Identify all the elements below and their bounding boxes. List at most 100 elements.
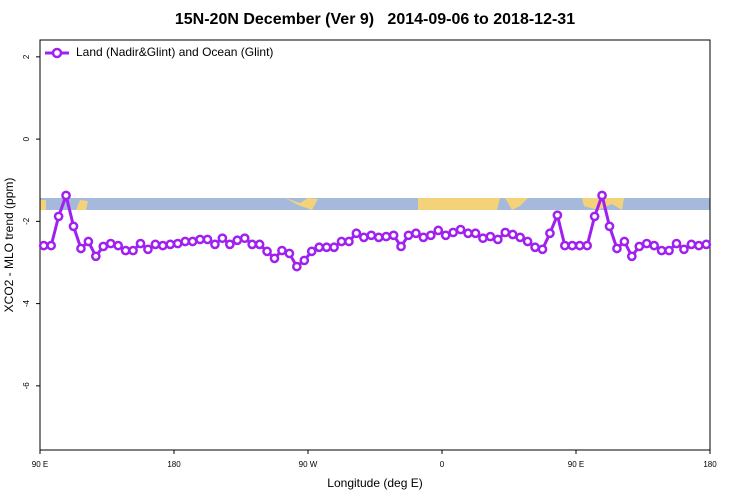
data-point xyxy=(83,236,94,247)
data-point xyxy=(329,242,339,253)
data-point xyxy=(172,238,183,249)
data-point xyxy=(180,236,191,247)
data-point xyxy=(701,239,712,250)
data-point xyxy=(418,232,429,243)
data-point xyxy=(693,240,704,251)
data-point xyxy=(656,245,667,256)
data-point xyxy=(165,239,176,250)
data-point xyxy=(366,230,377,241)
data-point xyxy=(411,228,421,239)
data-point xyxy=(232,235,243,246)
data-point xyxy=(314,242,325,253)
legend-marker xyxy=(51,47,63,59)
data-point xyxy=(373,232,384,243)
x-tick-label: 180 xyxy=(703,460,717,469)
data-point xyxy=(552,210,563,221)
data-point xyxy=(38,240,49,251)
data-point xyxy=(150,239,161,250)
data-point xyxy=(403,230,414,241)
data-point xyxy=(492,234,503,245)
y-axis-label: XCO2 - MLO trend (ppm) xyxy=(2,178,16,313)
data-point xyxy=(559,240,570,251)
data-point xyxy=(574,240,585,251)
data-point xyxy=(113,240,124,251)
x-tick-label: 180 xyxy=(167,460,181,469)
data-point xyxy=(247,239,258,250)
data-point xyxy=(336,236,347,247)
legend: Land (Nadir&Glint) and Ocean (Glint) xyxy=(45,45,273,59)
data-point xyxy=(254,239,265,250)
data-point xyxy=(433,225,444,236)
data-point xyxy=(157,240,168,251)
data-point xyxy=(612,243,622,254)
data-point xyxy=(299,255,310,266)
data-point xyxy=(321,242,332,253)
data-point xyxy=(143,244,153,255)
data-point xyxy=(291,261,302,272)
data-point xyxy=(277,245,287,256)
data-point xyxy=(649,240,660,251)
data-point xyxy=(478,233,488,244)
y-tick-label: 0 xyxy=(22,136,31,141)
data-point xyxy=(470,228,481,239)
data-point xyxy=(522,236,533,247)
data-point xyxy=(202,234,213,245)
data-point xyxy=(679,244,689,255)
data-point xyxy=(46,240,57,251)
data-point xyxy=(567,240,578,251)
data-point xyxy=(641,238,652,249)
data-point xyxy=(217,233,228,244)
data-point xyxy=(582,240,593,251)
data-point xyxy=(671,238,682,249)
data-point xyxy=(262,246,272,257)
data-point xyxy=(634,241,645,252)
data-point xyxy=(210,239,220,250)
data-point xyxy=(589,211,600,222)
data-point xyxy=(500,227,511,238)
x-tick-label: 90 E xyxy=(32,460,48,469)
data-point xyxy=(597,190,607,201)
data-point xyxy=(128,245,138,256)
data-point xyxy=(105,238,116,249)
legend-label: Land (Nadir&Glint) and Ocean (Glint) xyxy=(76,45,273,59)
data-point xyxy=(425,230,436,241)
data-point xyxy=(120,245,131,256)
data-point xyxy=(224,239,235,250)
data-point xyxy=(344,236,354,247)
data-point xyxy=(448,227,459,238)
data-point xyxy=(619,236,630,247)
data-point xyxy=(515,232,526,243)
data-point xyxy=(664,245,674,256)
y-tick-label: -2 xyxy=(22,217,31,225)
x-tick-label: 0 xyxy=(440,460,445,469)
data-point xyxy=(90,251,101,262)
data-point xyxy=(396,241,406,252)
data-point xyxy=(284,248,295,259)
x-tick-label: 90 E xyxy=(568,460,584,469)
map-strip xyxy=(40,198,710,210)
data-point xyxy=(195,234,205,245)
data-point xyxy=(239,233,250,244)
data-point xyxy=(686,239,697,250)
chart-title: 15N-20N December (Ver 9) 2014-09-06 to 2… xyxy=(175,11,575,28)
data-point xyxy=(135,238,146,249)
y-tick-label: -4 xyxy=(22,299,31,307)
data-point xyxy=(358,232,369,243)
data-point xyxy=(530,242,540,253)
data-point xyxy=(463,228,473,239)
data-point xyxy=(381,231,392,242)
data-point xyxy=(269,253,280,264)
data-point xyxy=(61,190,71,201)
x-tick-label: 90 W xyxy=(299,460,318,469)
data-point xyxy=(507,229,518,240)
data-point xyxy=(76,243,86,254)
data-point xyxy=(98,241,109,252)
data-point xyxy=(537,244,548,255)
data-point xyxy=(306,246,317,257)
data-point xyxy=(68,221,79,232)
data-point xyxy=(388,230,399,241)
x-axis-label: Longitude (deg E) xyxy=(327,476,422,490)
data-point xyxy=(440,230,451,241)
